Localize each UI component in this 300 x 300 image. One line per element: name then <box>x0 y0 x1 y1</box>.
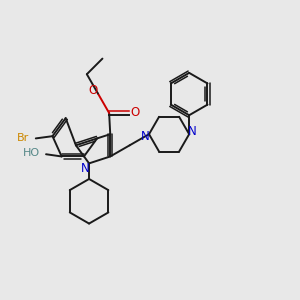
Text: O: O <box>88 83 98 97</box>
Text: HO: HO <box>22 148 40 158</box>
Text: N: N <box>81 162 90 175</box>
Text: N: N <box>188 125 197 138</box>
Text: O: O <box>130 106 140 119</box>
Text: N: N <box>141 130 150 143</box>
Text: Br: Br <box>17 134 29 143</box>
